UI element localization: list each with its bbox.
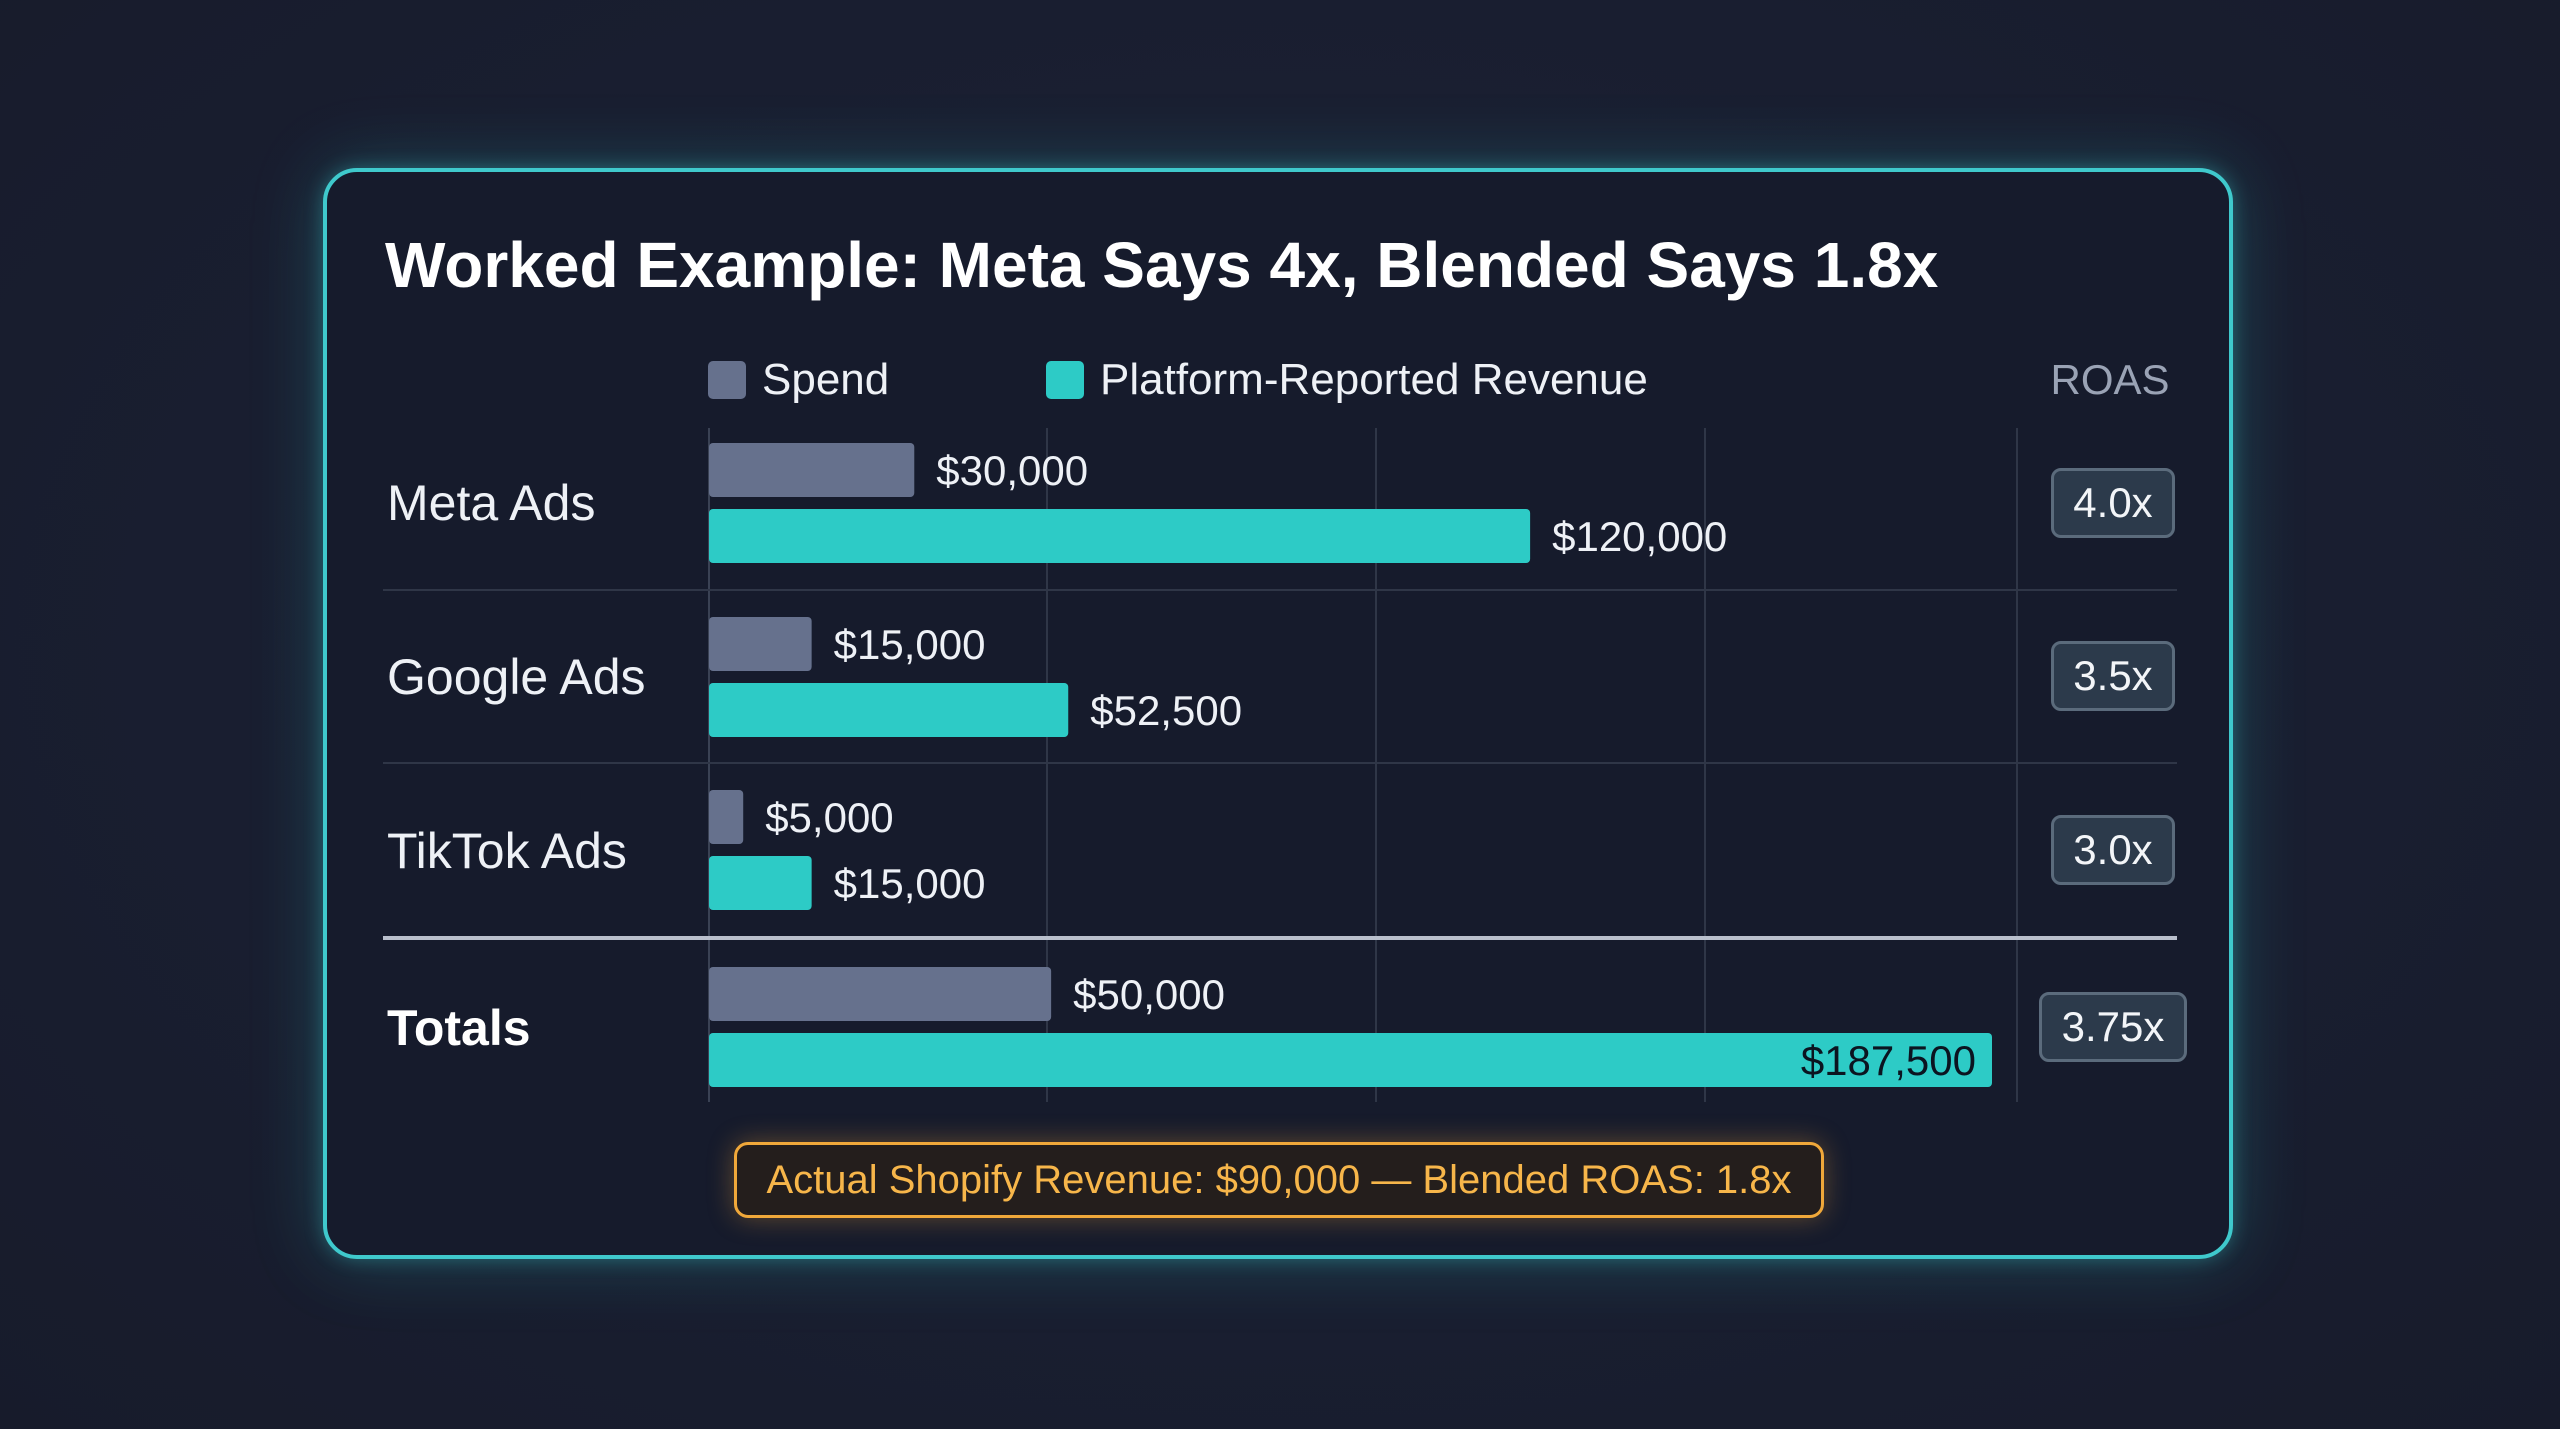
roas-badge-totals: 3.75x: [2039, 992, 2187, 1062]
chart-card: [323, 168, 2233, 1259]
row-label-totals: Totals: [387, 1000, 531, 1056]
legend-revenue-swatch: [1046, 361, 1084, 399]
chart-title: Worked Example: Meta Says 4x, Blended Sa…: [385, 229, 1939, 301]
row-label-google-ads: Google Ads: [387, 649, 646, 705]
legend-spend-label: Spend: [762, 355, 890, 404]
row-label-meta-ads: Meta Ads: [387, 475, 596, 531]
legend-revenue: Platform-Reported Revenue: [1046, 352, 1648, 408]
roas-badge-google-ads: 3.5x: [2051, 641, 2175, 711]
roas-badge-meta-ads: 4.0x: [2051, 468, 2175, 538]
legend-spend: Spend: [708, 352, 889, 408]
row-label-tiktok-ads: TikTok Ads: [387, 823, 627, 879]
blended-roas-callout: Actual Shopify Revenue: $90,000 — Blende…: [734, 1142, 1824, 1218]
roas-column-header: ROAS: [2050, 356, 2170, 403]
roas-badge-tiktok-ads: 3.0x: [2051, 815, 2175, 885]
legend-revenue-label: Platform-Reported Revenue: [1100, 355, 1648, 404]
legend-spend-swatch: [708, 361, 746, 399]
